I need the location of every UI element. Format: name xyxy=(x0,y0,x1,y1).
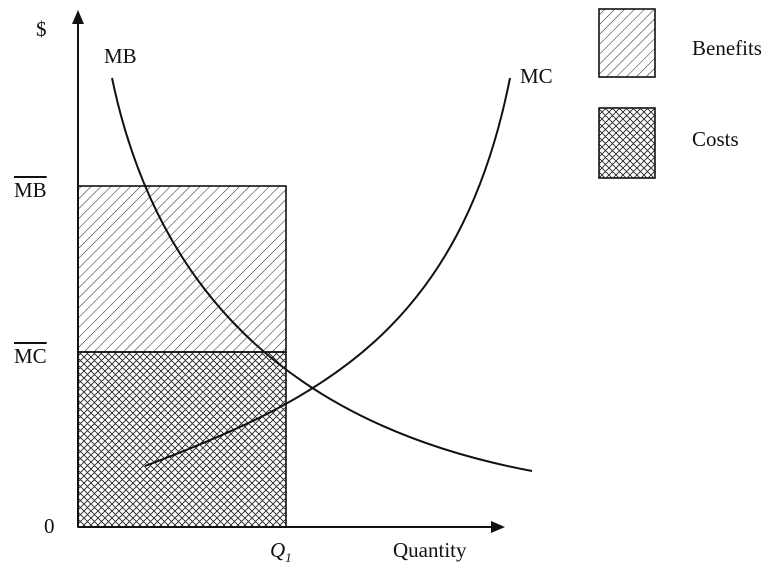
mb-curve-label: MB xyxy=(104,44,137,68)
legend-costs-swatch xyxy=(598,107,656,179)
mb-bar-tick: MB xyxy=(14,178,47,202)
legend-costs-label: Costs xyxy=(692,127,739,151)
legend-benefits-swatch xyxy=(598,8,656,78)
mc-curve-label: MC xyxy=(520,64,553,88)
origin-label: 0 xyxy=(44,514,55,538)
y-axis-arrow xyxy=(72,10,84,24)
legend-benefits-label: Benefits xyxy=(692,36,762,60)
mc-curve xyxy=(144,77,511,467)
costs-area xyxy=(77,351,287,528)
q1-subscript: 1 xyxy=(285,550,292,565)
mb-curve xyxy=(111,77,533,472)
q1-label: Q1 xyxy=(270,538,292,566)
mc-bar-tick: MC xyxy=(14,344,47,368)
benefits-area xyxy=(77,185,287,353)
q1-letter: Q xyxy=(270,538,286,562)
x-axis-label: Quantity xyxy=(393,538,467,562)
x-axis-arrow xyxy=(491,521,505,533)
y-axis-label: $ xyxy=(36,17,47,41)
